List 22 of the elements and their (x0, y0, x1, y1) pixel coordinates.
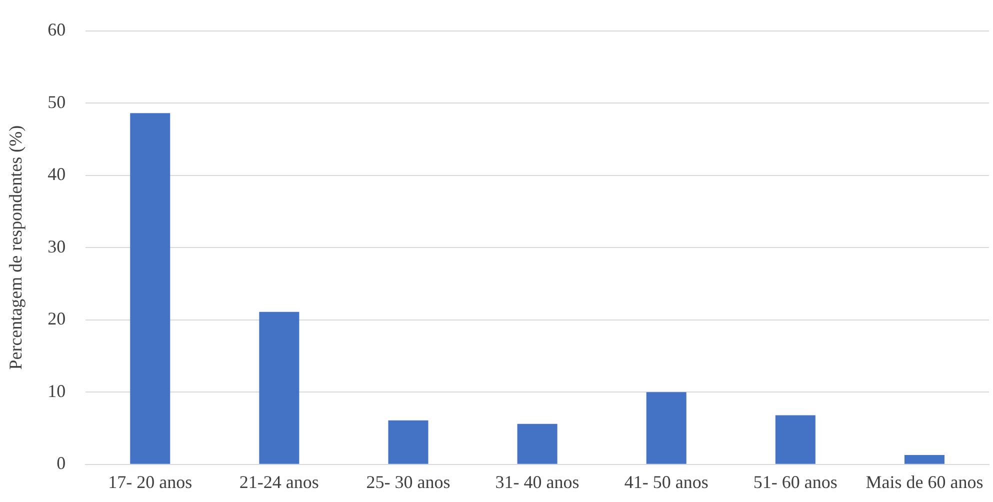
y-tick-label: 40 (48, 164, 66, 184)
bar (517, 424, 558, 464)
x-tick-label: 31- 40 anos (495, 472, 580, 492)
x-tick-label: 21-24 anos (239, 472, 319, 492)
y-axis-title: Percentagem de respondentes (%) (6, 125, 26, 370)
x-tick-label: 41- 50 anos (624, 472, 708, 492)
x-tick-label: 17- 20 anos (108, 472, 192, 492)
bar (775, 415, 816, 464)
y-tick-label: 0 (56, 453, 66, 474)
bar (130, 113, 170, 464)
bar (646, 392, 686, 464)
x-tick-label: Mais de 60 anos (866, 472, 984, 492)
y-tick-label: 20 (48, 308, 66, 329)
x-tick-label: 25- 30 anos (366, 472, 450, 492)
y-tick-label: 10 (48, 380, 66, 401)
bar (904, 455, 944, 464)
bar (388, 420, 428, 464)
y-tick-label: 60 (48, 20, 66, 40)
y-tick-label: 30 (48, 236, 66, 256)
y-tick-label: 50 (48, 92, 66, 112)
x-tick-label: 51- 60 anos (753, 472, 838, 492)
bar (259, 312, 300, 464)
